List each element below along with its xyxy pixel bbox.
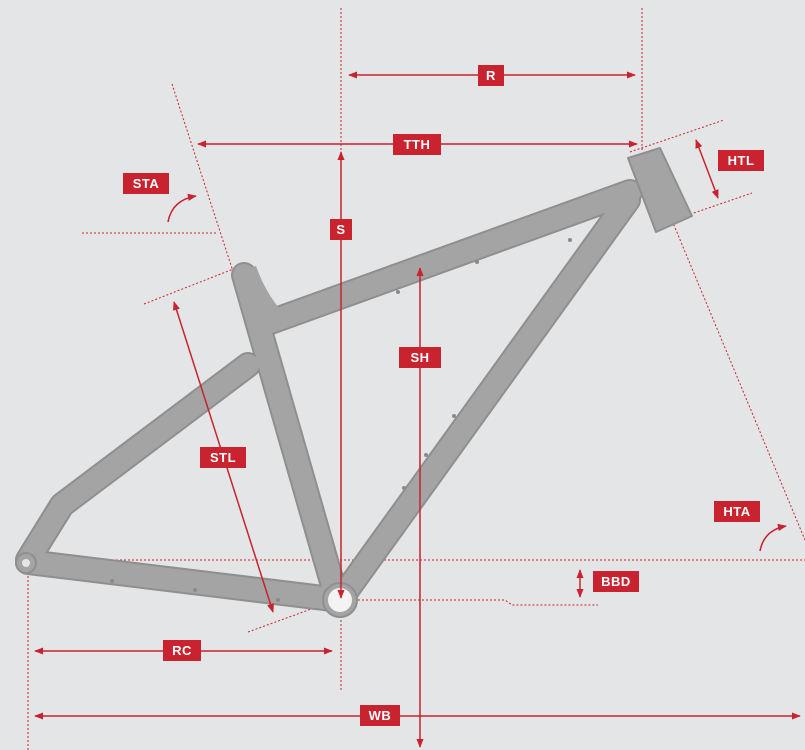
guide-lines (27, 8, 805, 750)
head-tube (627, 147, 693, 233)
label-stack: S (330, 219, 352, 240)
label-hta: HTA (714, 501, 760, 522)
label-stack-text: S (336, 222, 345, 237)
label-bbd-text: BBD (601, 574, 631, 589)
sta-curved-arrow-icon (167, 193, 197, 223)
label-bbd: BBD (593, 571, 639, 592)
label-stl: STL (200, 447, 246, 468)
label-sta: STA (123, 173, 169, 194)
label-wb: WB (360, 705, 400, 726)
bottom-bracket-hole (328, 588, 352, 612)
htl-line (695, 139, 719, 199)
label-sh: SH (399, 347, 441, 368)
label-reach-text: R (486, 68, 496, 83)
label-rc-text: RC (172, 643, 192, 658)
label-sta-text: STA (133, 176, 160, 191)
label-htl: HTL (718, 150, 764, 171)
hta-curved-arrow-icon (759, 523, 787, 552)
label-tth: TTH (393, 134, 441, 155)
axle-hole (22, 559, 30, 567)
label-tth-text: TTH (404, 137, 431, 152)
label-rc: RC (163, 640, 201, 661)
label-stl-text: STL (210, 450, 236, 465)
label-hta-text: HTA (723, 504, 750, 519)
label-sh-text: SH (410, 350, 429, 365)
label-reach: R (478, 65, 504, 86)
label-htl-text: HTL (728, 153, 755, 168)
bike-frame (15, 147, 693, 618)
label-wb-text: WB (369, 708, 392, 723)
